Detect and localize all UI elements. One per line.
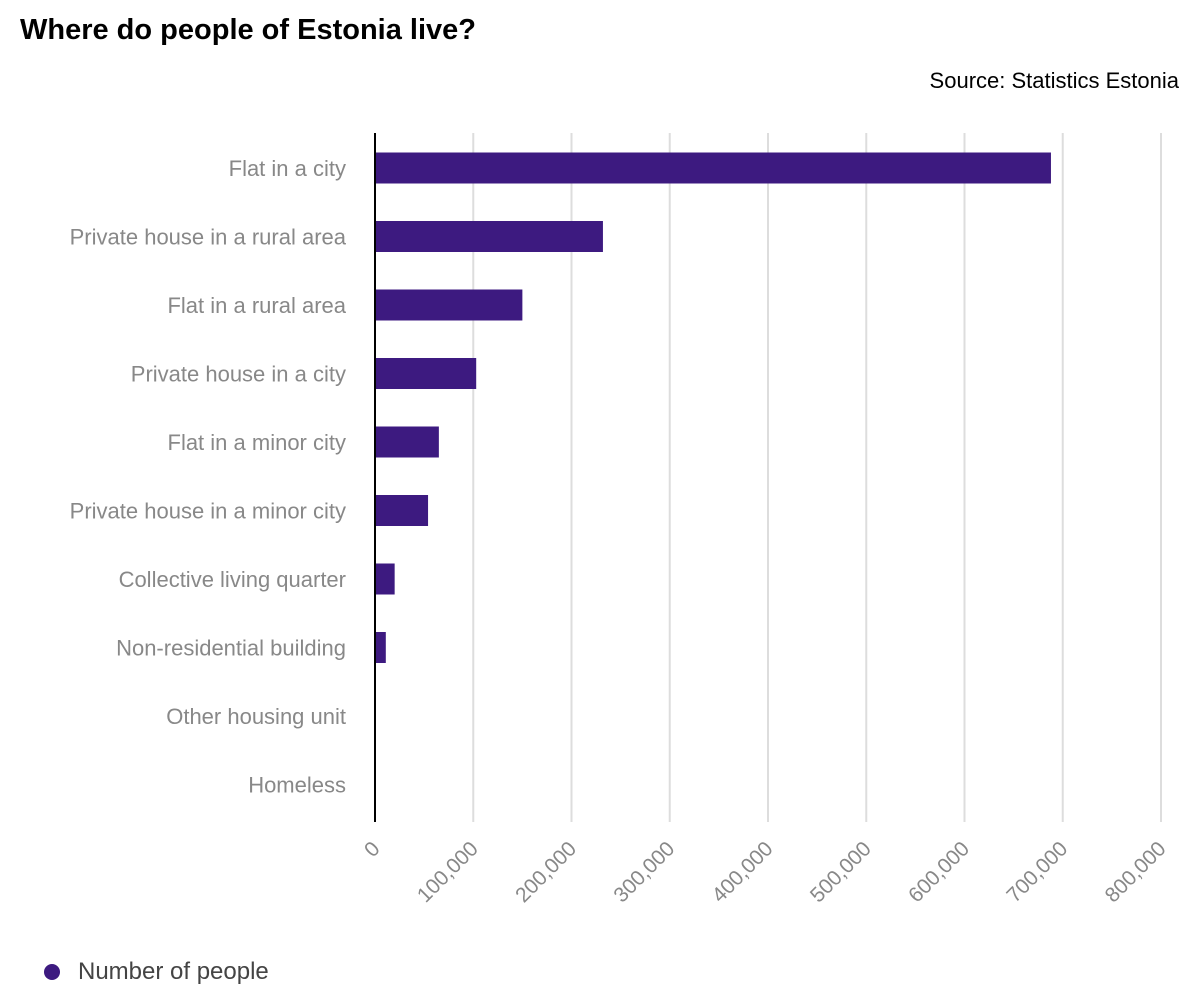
bar <box>375 632 386 663</box>
category-label: Flat in a city <box>229 156 346 181</box>
category-label: Flat in a rural area <box>167 293 346 318</box>
x-tick-label: 500,000 <box>806 837 876 907</box>
x-tick-label: 800,000 <box>1101 837 1171 907</box>
category-label: Flat in a minor city <box>168 430 347 455</box>
bar <box>375 426 439 458</box>
legend: Number of people <box>44 958 269 986</box>
bar-chart: Flat in a city Private house in a rural a… <box>70 133 1171 907</box>
category-label: Non-residential building <box>116 636 346 661</box>
legend-label: Number of people <box>78 958 269 985</box>
category-label: Private house in a city <box>131 362 346 387</box>
x-tick-label: 600,000 <box>904 837 974 907</box>
bar <box>375 221 603 252</box>
category-label: Other housing unit <box>166 704 346 729</box>
category-label: Collective living quarter <box>119 567 346 592</box>
x-tick-label: 300,000 <box>609 837 679 907</box>
legend-swatch <box>44 964 60 980</box>
bar <box>375 358 477 389</box>
x-tick-label: 200,000 <box>511 837 581 907</box>
category-label: Private house in a rural area <box>70 225 347 250</box>
category-label: Homeless <box>248 773 346 798</box>
chart-title: Where do people of Estonia live? <box>20 14 476 46</box>
x-tick-label: 0 <box>360 837 385 862</box>
bar <box>375 563 395 595</box>
bar <box>375 289 523 321</box>
x-tick-label: 400,000 <box>708 837 778 907</box>
x-tick-label: 700,000 <box>1002 837 1072 907</box>
chart-source: Source: Statistics Estonia <box>929 68 1179 93</box>
x-tick-label: 100,000 <box>413 837 483 907</box>
bar <box>375 152 1051 184</box>
category-label: Private house in a minor city <box>70 499 346 524</box>
bar <box>375 495 429 526</box>
